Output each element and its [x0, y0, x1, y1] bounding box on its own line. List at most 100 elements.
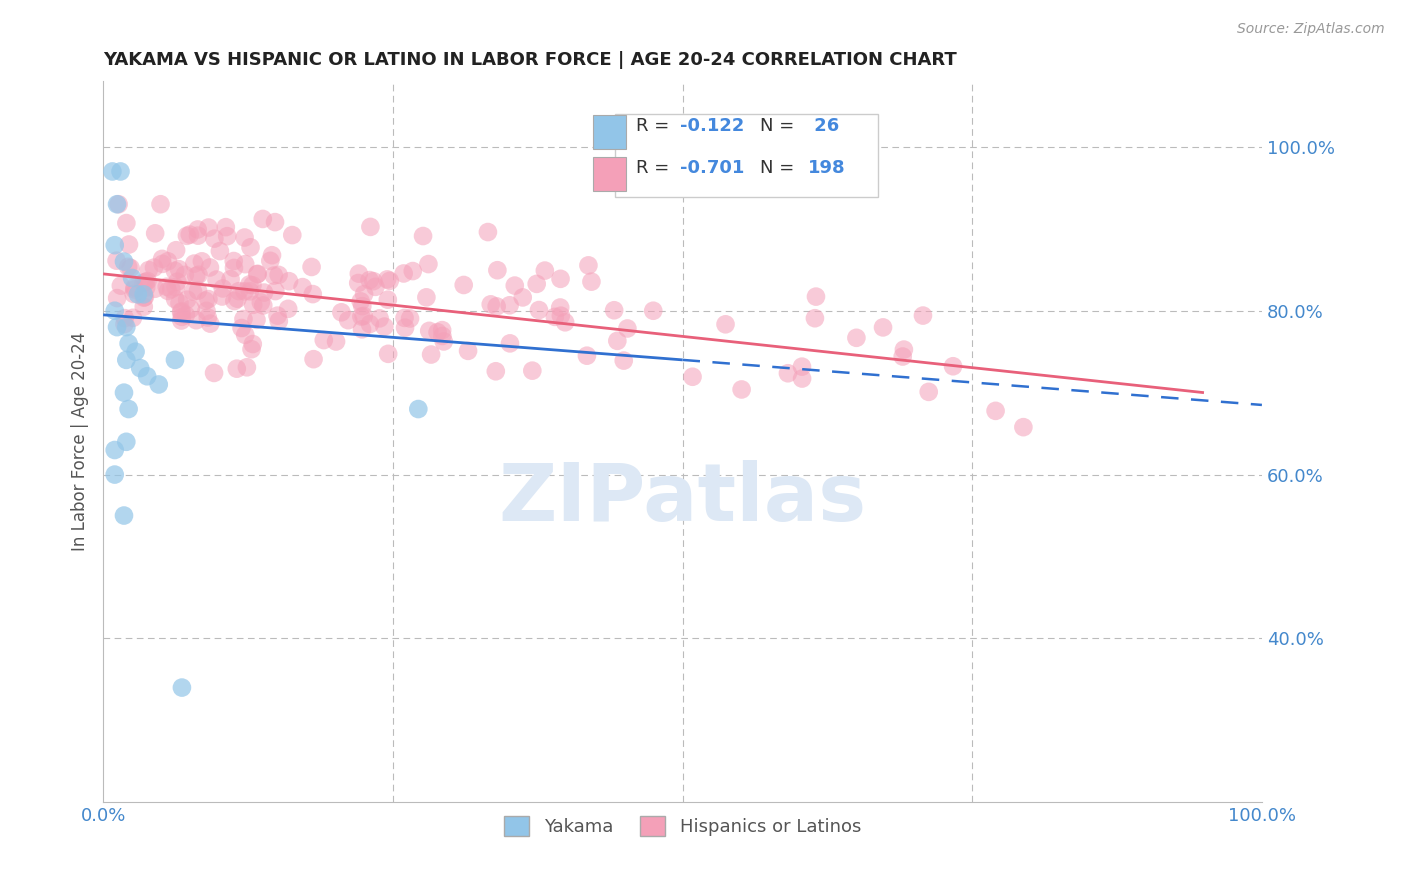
Point — [165, 292, 187, 306]
Point — [485, 299, 508, 313]
Point — [112, 508, 135, 523]
Text: R =: R = — [636, 118, 675, 136]
Point — [115, 216, 138, 230]
Legend: Yakama, Hispanics or Latinos: Yakama, Hispanics or Latinos — [496, 808, 869, 844]
Point — [143, 227, 166, 241]
Point — [198, 260, 221, 275]
Point — [240, 343, 263, 357]
Point — [408, 402, 430, 417]
Point — [152, 257, 174, 271]
Point — [114, 311, 136, 326]
Point — [180, 301, 202, 316]
Point — [136, 369, 159, 384]
Point — [548, 301, 571, 315]
Point — [115, 352, 138, 367]
Point — [122, 310, 145, 325]
Point — [191, 254, 214, 268]
Point — [121, 271, 143, 285]
Point — [115, 434, 138, 449]
Point — [291, 280, 314, 294]
Point — [132, 291, 155, 305]
Point — [613, 353, 636, 368]
Point — [211, 289, 233, 303]
Point — [378, 274, 401, 288]
Point — [132, 287, 155, 301]
Point — [238, 277, 260, 292]
Point — [526, 277, 548, 291]
Point — [249, 295, 271, 310]
Point — [616, 321, 638, 335]
Point — [143, 260, 166, 275]
Point — [242, 337, 264, 351]
Point — [165, 280, 187, 294]
Point — [353, 309, 375, 323]
Point — [872, 320, 894, 334]
Point — [187, 268, 209, 282]
Point — [252, 298, 274, 312]
Point — [253, 285, 276, 300]
Point — [503, 278, 526, 293]
Point — [233, 327, 256, 342]
Point — [167, 262, 190, 277]
Point — [114, 317, 136, 331]
Point — [554, 315, 576, 329]
Point — [110, 278, 132, 293]
Point — [170, 305, 193, 319]
Point — [233, 285, 256, 299]
Text: -0.122: -0.122 — [681, 118, 745, 136]
Point — [377, 293, 399, 307]
Point — [110, 164, 132, 178]
Point — [325, 334, 347, 349]
Point — [402, 264, 425, 278]
Point — [124, 280, 146, 294]
Point — [170, 310, 193, 324]
Point — [281, 228, 304, 243]
Point — [550, 309, 572, 323]
Point — [359, 273, 381, 287]
Point — [377, 347, 399, 361]
Point — [498, 298, 520, 312]
Point — [224, 293, 246, 308]
Point — [195, 303, 218, 318]
Point — [202, 366, 225, 380]
Point — [790, 371, 813, 385]
FancyBboxPatch shape — [593, 115, 626, 149]
Point — [242, 278, 264, 293]
Point — [228, 284, 250, 298]
Point — [245, 313, 267, 327]
Point — [252, 211, 274, 226]
Point — [804, 311, 827, 326]
Point — [776, 366, 799, 380]
Point — [486, 263, 509, 277]
Point — [127, 287, 149, 301]
Point — [368, 311, 391, 326]
Point — [278, 274, 301, 288]
Y-axis label: In Labor Force | Age 20-24: In Labor Force | Age 20-24 — [72, 332, 89, 551]
Point — [264, 215, 287, 229]
Text: 198: 198 — [807, 159, 845, 178]
Point — [581, 275, 603, 289]
Point — [176, 228, 198, 243]
Point — [246, 267, 269, 281]
Point — [117, 336, 139, 351]
Point — [457, 343, 479, 358]
Point — [350, 294, 373, 309]
Point — [891, 350, 914, 364]
Point — [226, 292, 249, 306]
Point — [143, 282, 166, 296]
Point — [105, 197, 128, 211]
Point — [211, 281, 233, 295]
Point — [107, 197, 129, 211]
Point — [134, 290, 156, 304]
Point — [176, 293, 198, 307]
Point — [187, 284, 209, 298]
Point — [187, 222, 209, 236]
Point — [359, 219, 381, 234]
Point — [911, 309, 934, 323]
Point — [485, 364, 508, 378]
Text: Source: ZipAtlas.com: Source: ZipAtlas.com — [1237, 22, 1385, 37]
Point — [730, 383, 752, 397]
Point — [112, 385, 135, 400]
Point — [804, 290, 827, 304]
Point — [394, 320, 416, 334]
